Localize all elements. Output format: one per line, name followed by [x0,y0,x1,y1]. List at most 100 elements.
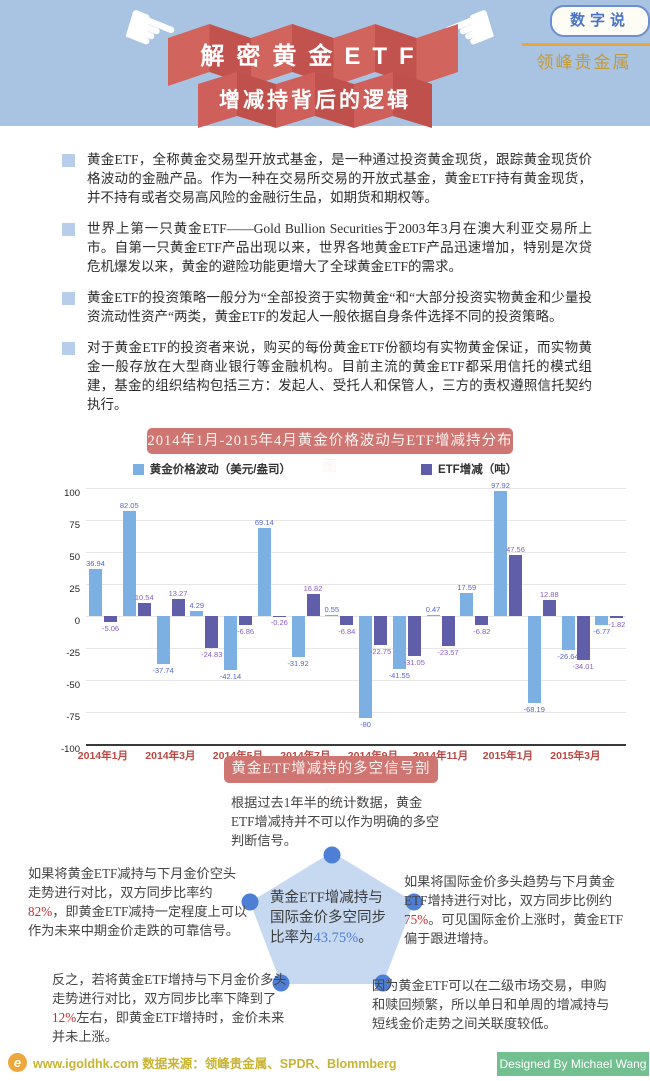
main-title: 解密黄金ETF [200,43,425,70]
note-highlight: 75% [404,912,428,927]
note-text: 反之，若将黄金ETF增持与下月金价多头走势进行对比，双方同步比率下降到了 [52,972,286,1006]
bar-value-label: -42.14 [220,672,241,681]
price-bar-2014年4月 [190,611,203,616]
bullet-square-icon [62,154,75,167]
legend-label: ETF增减（吨） [438,461,517,477]
bar-value-label: -68.19 [524,705,545,714]
analysis-left-note: 如果将黄金ETF减持与下月金价空头走势进行对比，双方同步比率约82%，即黄金ET… [28,864,248,940]
bar-value-label: -1.82 [608,620,625,629]
bar-value-label: -5.06 [102,624,119,633]
etf-bar-2014年4月 [205,616,218,648]
bar-value-label: 4.29 [189,601,204,610]
bar-value-label: 82.05 [120,501,139,510]
price-bar-2014年11月 [427,615,440,616]
etf-bar-2014年12月 [475,616,488,625]
pentagon-text: 黄金ETF增减持与国际金价多空同步比率为43.75%。 [270,888,396,948]
subtitle-ribbon: 增减持背后的逻辑 [198,72,432,128]
gridline [86,680,626,681]
bullet-paragraph: 黄金ETF的投资策略一般分为“全部投资于实物黄金“和“大部分投资实物黄金和少量投… [62,288,592,326]
bar-value-label: -80 [360,720,371,729]
pentagon-vertex-dot-icon [324,846,341,863]
gridline [86,488,626,489]
etf-bar-2015年2月 [543,600,556,616]
gridline [86,520,626,521]
bar-value-label: 16.82 [304,584,323,593]
bullet-square-icon [62,342,75,355]
brand-underline [522,43,650,46]
series-badge: 数字说 [550,5,650,37]
price-bar-2015年3月 [562,616,575,650]
etf-bar-2014年3月 [172,599,185,616]
price-bar-2015年1月 [494,491,507,616]
price-bar-2015年2月 [528,616,541,703]
analysis-title-badge: 黄金ETF增减持的多空信号剖析 [224,756,438,783]
footer-source-area: e www.igoldhk.com 数据来源：领峰贵金属、SPDR、Blommb… [8,1053,396,1072]
analysis-bottom-right-note: 因为黄金ETF可以在二级市场交易，申购和赎回频繁，所以单日和单周的增减持与短线金… [372,976,610,1033]
bar-value-label: -6.86 [237,627,254,636]
legend-item-etf: ETF增减（吨） [421,461,517,477]
bar-value-label: -31.92 [287,659,308,668]
y-tick-label: -100 [54,744,80,755]
x-tick-label: 2014年1月 [78,748,128,763]
bar-value-label: -0.26 [271,618,288,627]
gridline [86,584,626,585]
price-series-swatch-icon [133,464,144,475]
bar-value-label: -6.82 [473,627,490,636]
price-bar-2014年2月 [123,511,136,616]
etf-bar-2014年1月 [104,616,117,622]
etf-bar-2014年5月 [239,616,252,625]
etf-bar-2014年8月 [340,616,353,625]
note-text: 。可见国际金价上涨时，黄金ETF偏于跟进增持。 [404,912,623,946]
bar-value-label: -41.55 [389,671,410,680]
note-highlight: 12% [52,1010,76,1025]
pentagon-highlight: 43.75% [314,930,359,946]
designer-credit-badge: Designed By Michael Wang [497,1052,649,1076]
bar-value-label: 0.47 [426,605,441,614]
x-axis-line [86,744,626,746]
y-tick-label: -25 [54,648,80,659]
y-tick-label: 100 [54,488,80,499]
note-text: 因为黄金ETF可以在二级市场交易，申购和赎回频繁，所以单日和单周的增减持与短线金… [372,978,609,1031]
bar-value-label: -24.83 [201,650,222,659]
bullet-paragraph: 世界上第一只黄金ETF——Gold Bullion Securities于200… [62,219,592,276]
bar-chart: 1007550250-25-50-75-100 36.94-5.0682.051… [58,482,633,757]
x-tick-label: 2015年3月 [550,748,600,763]
price-bar-2014年1月 [89,569,102,616]
price-bar-2015年4月 [595,616,608,625]
bar-value-label: 10.54 [135,593,154,602]
subtitle: 增减持背后的逻辑 [219,89,411,112]
etf-bar-2015年1月 [509,555,522,616]
brand-name: 领峰贵金属 [524,48,644,73]
y-tick-label: 0 [54,616,80,627]
header-banner: ☛ ☚ 解密黄金ETF 增减持背后的逻辑 数字说 领峰贵金属 [0,0,650,126]
paragraph-text: 黄金ETF，全称黄金交易型开放式基金，是一种通过投资黄金现货，跟踪黄金现货价格波… [87,150,592,207]
bar-value-label: 12.88 [540,590,559,599]
bar-value-label: 13.27 [169,589,188,598]
e-logo-icon: e [8,1053,27,1072]
etf-bar-2014年2月 [138,603,151,616]
pentagon-diagram: 黄金ETF增减持与国际金价多空同步比率为43.75%。 [250,852,414,984]
y-tick-label: 75 [54,520,80,531]
paragraph-text: 世界上第一只黄金ETF——Gold Bullion Securities于200… [87,219,592,276]
price-bar-2014年8月 [325,615,338,616]
note-text: ，即黄金ETF减持一定程度上可以作为未来中期金价走跌的可靠信号。 [28,904,247,938]
bar-value-label: -26.64 [557,652,578,661]
bar-value-label: -6.84 [338,627,355,636]
bar-value-label: 0.55 [324,605,339,614]
pentagon-text-after: 。 [358,930,373,946]
data-source-text: 数据来源：领峰贵金属、SPDR、Blommberg [142,1057,396,1071]
bar-value-label: 36.94 [86,559,105,568]
bar-value-label: 97.92 [491,481,510,490]
bar-value-label: 47.56 [506,545,525,554]
infographic-page: ☛ ☚ 解密黄金ETF 增减持背后的逻辑 数字说 领峰贵金属 黄金ETF，全称黄… [0,0,650,1081]
paragraph-text: 对于黄金ETF的投资者来说，购买的每份黄金ETF份额均有实物黄金保证，而实物黄金… [87,338,592,414]
bullet-paragraph: 对于黄金ETF的投资者来说，购买的每份黄金ETF份额均有实物黄金保证，而实物黄金… [62,338,592,414]
website-link[interactable]: www.igoldhk.com [33,1057,139,1071]
etf-bar-2014年11月 [442,616,455,646]
price-bar-2014年12月 [460,593,473,616]
note-text: 如果将国际金价多头趋势与下月黄金ETF增持进行对比，双方同步比例约 [404,874,615,908]
y-tick-label: -50 [54,680,80,691]
bar-value-label: -22.75 [370,647,391,656]
price-bar-2014年3月 [157,616,170,664]
analysis-top-note: 根据过去1年半的统计数据，黄金ETF增减持并不可以作为明确的多空判断信号。 [231,793,445,850]
